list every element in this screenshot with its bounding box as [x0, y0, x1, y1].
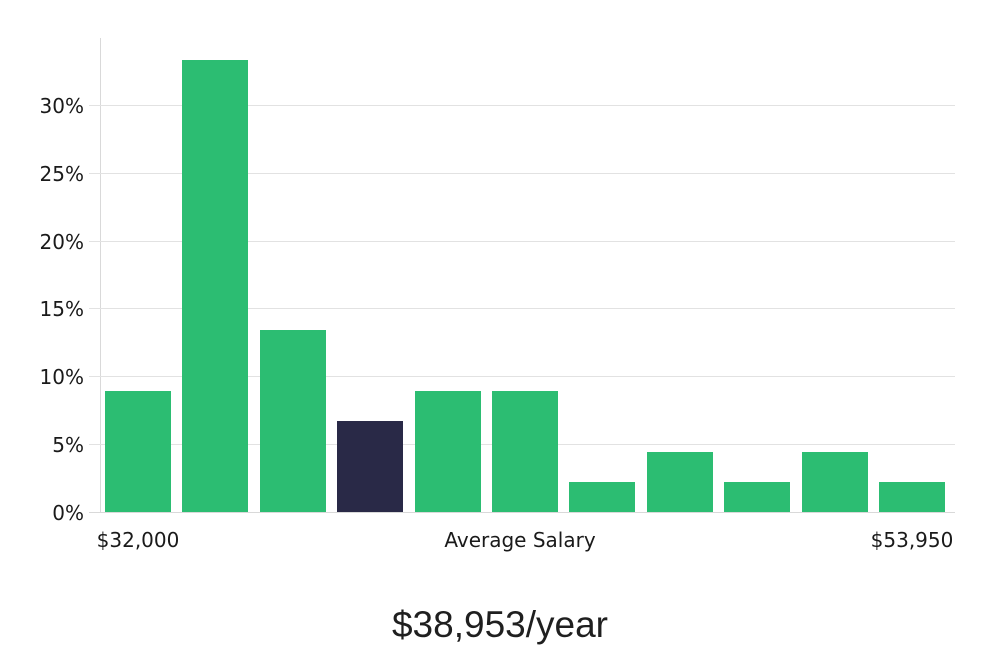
salary-bar [414, 391, 481, 512]
salary-bar [646, 452, 713, 512]
salary-bar [569, 482, 636, 512]
plot-area [89, 38, 955, 513]
gridline [89, 376, 955, 378]
y-tick-label: 30% [39, 93, 84, 118]
x-axis-baseline [89, 512, 955, 513]
highlighted-salary-bar [337, 421, 404, 512]
salary-bar [492, 391, 558, 512]
x-axis-label: Average Salary [444, 528, 596, 552]
salary-bar [724, 482, 791, 512]
x-axis-label: $32,000 [96, 528, 180, 552]
salary-bar [801, 452, 868, 512]
average-salary-title: $38,953/year [391, 604, 608, 645]
y-tick-label: 5% [52, 433, 84, 458]
salary-bar [259, 330, 326, 512]
gridline [89, 104, 955, 106]
salary-bar [105, 391, 171, 512]
gridline [89, 240, 955, 242]
gridline [89, 308, 955, 310]
gridline [89, 172, 955, 174]
y-tick-label: 15% [39, 297, 84, 322]
y-tick-label: 0% [52, 501, 84, 525]
y-axis-line [100, 38, 101, 513]
y-tick-label: 25% [39, 161, 84, 186]
salary-bar [879, 482, 945, 512]
x-axis-label: $53,950 [870, 528, 954, 552]
y-tick-label: 10% [39, 365, 84, 390]
salary-bar [182, 60, 249, 512]
y-tick-label: 20% [39, 229, 84, 254]
